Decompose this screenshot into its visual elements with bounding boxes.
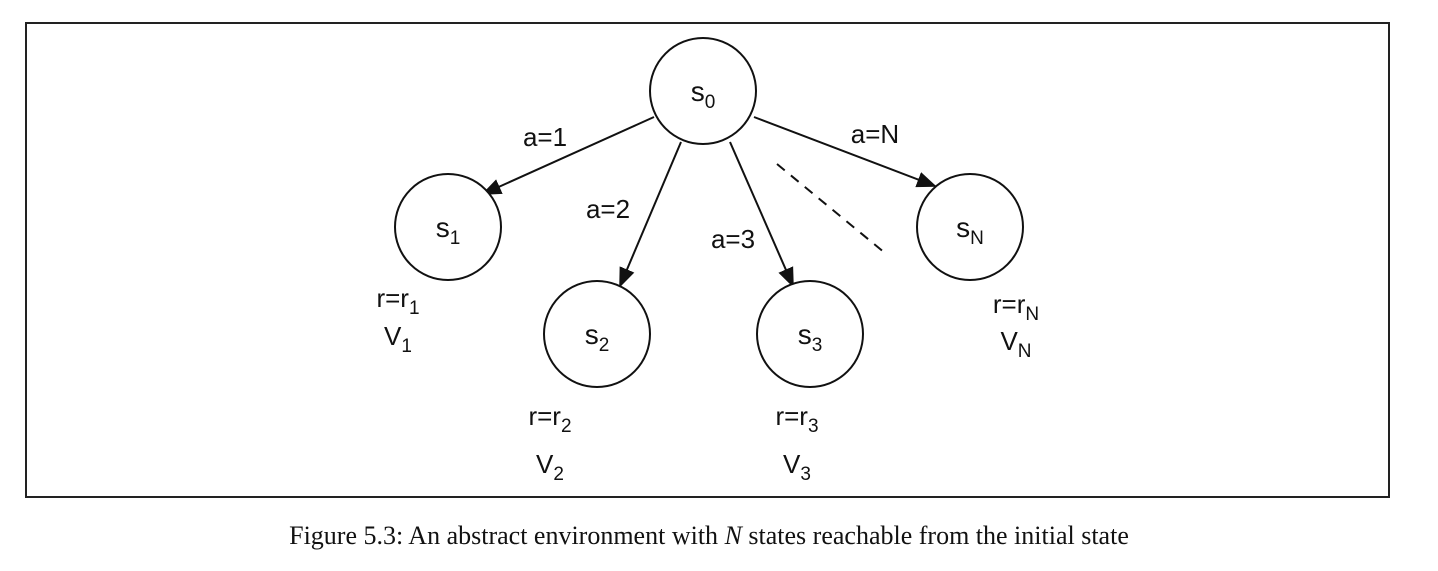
value-label: V3: [783, 449, 811, 485]
node-s0: s0: [650, 38, 756, 144]
node-s3: s3: [757, 281, 863, 387]
ellipsis-dashes: [777, 164, 885, 253]
edge-label-a3: a=3: [711, 224, 755, 254]
edge-label-a1: a=1: [523, 122, 567, 152]
node-s2: s2: [544, 281, 650, 387]
reward-label: r=r3: [775, 401, 818, 437]
reward-label: r=r1: [376, 283, 419, 319]
node-sN: sN: [917, 174, 1023, 280]
value-label: VN: [1000, 326, 1031, 362]
node-s1: s1: [395, 174, 501, 280]
annotation-s2: r=r2 V2: [528, 401, 571, 485]
edge-label-a2: a=2: [586, 194, 630, 224]
caption-emphasis: N: [725, 521, 742, 550]
edge-s0-sN: [754, 117, 935, 186]
annotation-s1: r=r1 V1: [376, 283, 419, 357]
caption-suffix: states reachable from the initial state: [742, 521, 1129, 550]
annotation-sN: r=rN VN: [993, 289, 1039, 362]
edge-s0-s3: [730, 142, 793, 286]
edge-s0-s1: [483, 117, 654, 194]
annotation-s3: r=r3 V3: [775, 401, 818, 485]
reward-label: r=rN: [993, 289, 1039, 325]
edge-label-aN: a=N: [851, 119, 899, 149]
value-label: V2: [536, 449, 564, 485]
figure-caption: Figure 5.3: An abstract environment with…: [0, 521, 1418, 551]
reward-label: r=r2: [528, 401, 571, 437]
caption-prefix: Figure 5.3: An abstract environment with: [289, 521, 724, 550]
value-label: V1: [384, 321, 412, 357]
